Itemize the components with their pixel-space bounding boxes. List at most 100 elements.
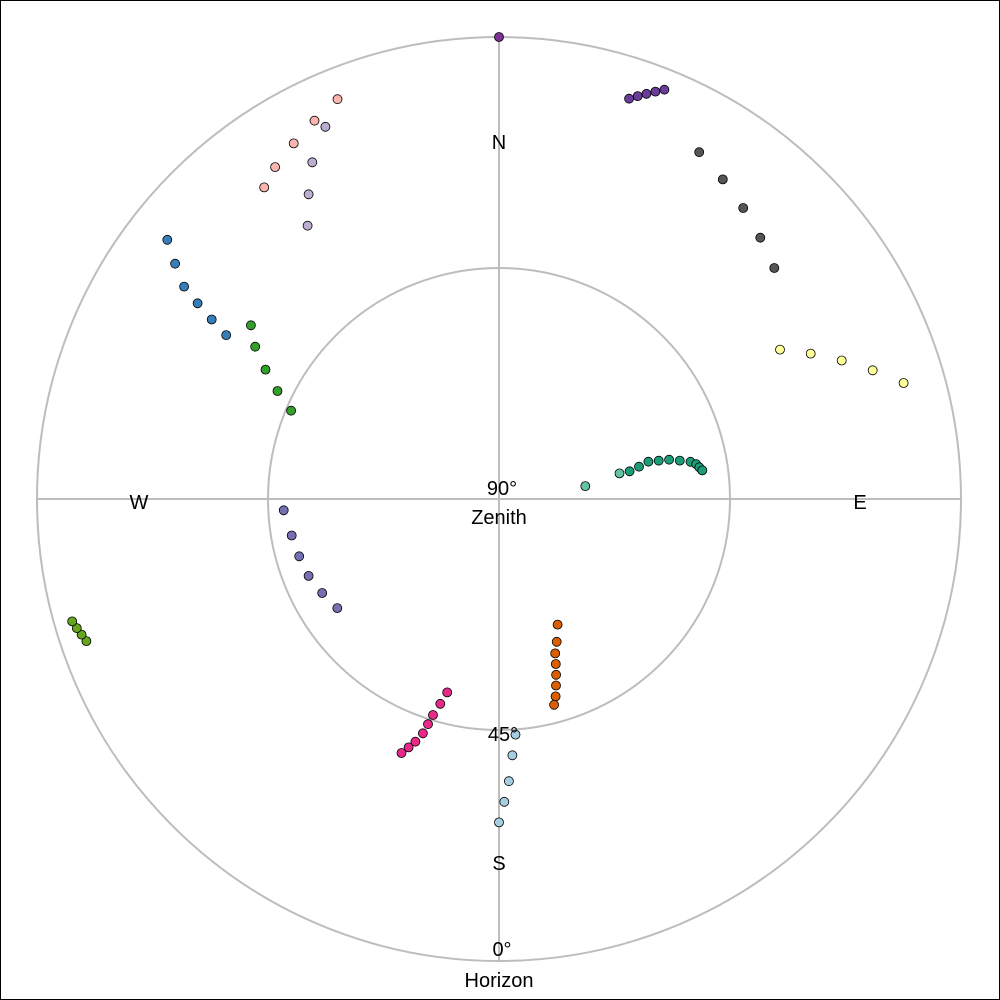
data-point xyxy=(302,220,313,231)
data-point xyxy=(653,455,664,466)
data-point xyxy=(286,530,297,541)
data-point xyxy=(624,93,634,104)
horizon-name-label: Horizon xyxy=(465,970,534,992)
data-point xyxy=(550,691,561,702)
data-point xyxy=(551,636,562,647)
data-point xyxy=(423,719,433,730)
data-point xyxy=(836,355,847,366)
data-point xyxy=(632,91,643,101)
data-point xyxy=(270,162,281,173)
series-15 xyxy=(775,344,909,388)
data-point xyxy=(278,505,289,516)
series-1 xyxy=(580,468,625,492)
data-point xyxy=(403,742,414,753)
data-point xyxy=(435,698,446,709)
data-point xyxy=(510,729,521,740)
data-point xyxy=(664,454,674,465)
data-point xyxy=(634,461,644,472)
data-point xyxy=(624,466,635,477)
data-point xyxy=(614,468,625,479)
data-point xyxy=(81,636,92,646)
series-2 xyxy=(624,454,708,477)
labels: N S E W 90° Zenith 45° 0° Horizon xyxy=(130,132,867,992)
data-point xyxy=(259,182,270,193)
mid-degrees-label: 45° xyxy=(488,724,518,746)
series-8 xyxy=(67,616,92,646)
north-label: N xyxy=(492,132,506,154)
west-label: W xyxy=(130,492,149,514)
data-point xyxy=(67,616,78,627)
data-point xyxy=(551,680,561,691)
east-label: E xyxy=(853,492,866,514)
data-point xyxy=(245,320,256,331)
data-point xyxy=(494,817,504,828)
series-6 xyxy=(278,505,343,613)
data-point xyxy=(309,115,320,126)
data-point xyxy=(550,659,561,669)
data-point xyxy=(332,94,343,105)
series-14 xyxy=(694,147,780,273)
data-point xyxy=(286,405,297,416)
data-point xyxy=(643,456,654,467)
series-4 xyxy=(396,687,453,758)
data-point xyxy=(697,465,708,476)
data-point xyxy=(552,619,563,630)
data-point xyxy=(272,386,283,396)
data-point xyxy=(206,314,217,325)
data-point xyxy=(417,728,428,739)
data-point xyxy=(192,298,203,309)
series-9 xyxy=(162,234,232,341)
data-point xyxy=(503,776,514,787)
data-point xyxy=(221,330,232,341)
data-point xyxy=(303,189,314,200)
data-point xyxy=(650,86,661,97)
data-point xyxy=(550,648,561,659)
data-point xyxy=(694,147,705,158)
data-point xyxy=(805,348,816,359)
data-point xyxy=(396,748,407,758)
data-point xyxy=(755,232,766,243)
series-10 xyxy=(259,94,343,193)
data-point xyxy=(162,234,173,245)
series-11 xyxy=(302,121,331,231)
data-point xyxy=(898,378,909,388)
zenith-degrees-label: 90° xyxy=(487,478,517,500)
data-point xyxy=(769,263,780,273)
data-point xyxy=(288,138,299,149)
data-point xyxy=(551,669,561,680)
data-point xyxy=(549,699,559,710)
data-point xyxy=(260,364,271,375)
data-point xyxy=(303,571,314,581)
data-point xyxy=(494,32,504,42)
data-points xyxy=(67,32,909,828)
data-point xyxy=(317,588,328,598)
data-point xyxy=(76,629,87,640)
series-3 xyxy=(549,619,563,710)
data-point xyxy=(179,281,190,292)
data-point xyxy=(641,88,652,99)
data-point xyxy=(307,157,318,168)
data-point xyxy=(507,750,518,761)
data-point xyxy=(71,623,82,633)
data-point xyxy=(410,736,421,747)
data-point xyxy=(775,344,785,355)
data-point xyxy=(717,174,728,185)
data-point xyxy=(294,551,305,562)
series-5 xyxy=(494,729,521,828)
zenith-name-label: Zenith xyxy=(471,507,527,529)
data-point xyxy=(250,341,261,352)
south-label: S xyxy=(492,853,505,875)
data-point xyxy=(442,687,453,698)
data-point xyxy=(332,603,343,613)
data-point xyxy=(320,121,331,132)
data-point xyxy=(499,796,510,807)
data-point xyxy=(867,365,878,376)
data-point xyxy=(659,84,670,95)
series-13 xyxy=(494,32,504,42)
data-point xyxy=(170,258,181,269)
data-point xyxy=(428,710,438,720)
series-7 xyxy=(245,320,297,416)
horizon-degrees-label: 0° xyxy=(492,939,511,961)
